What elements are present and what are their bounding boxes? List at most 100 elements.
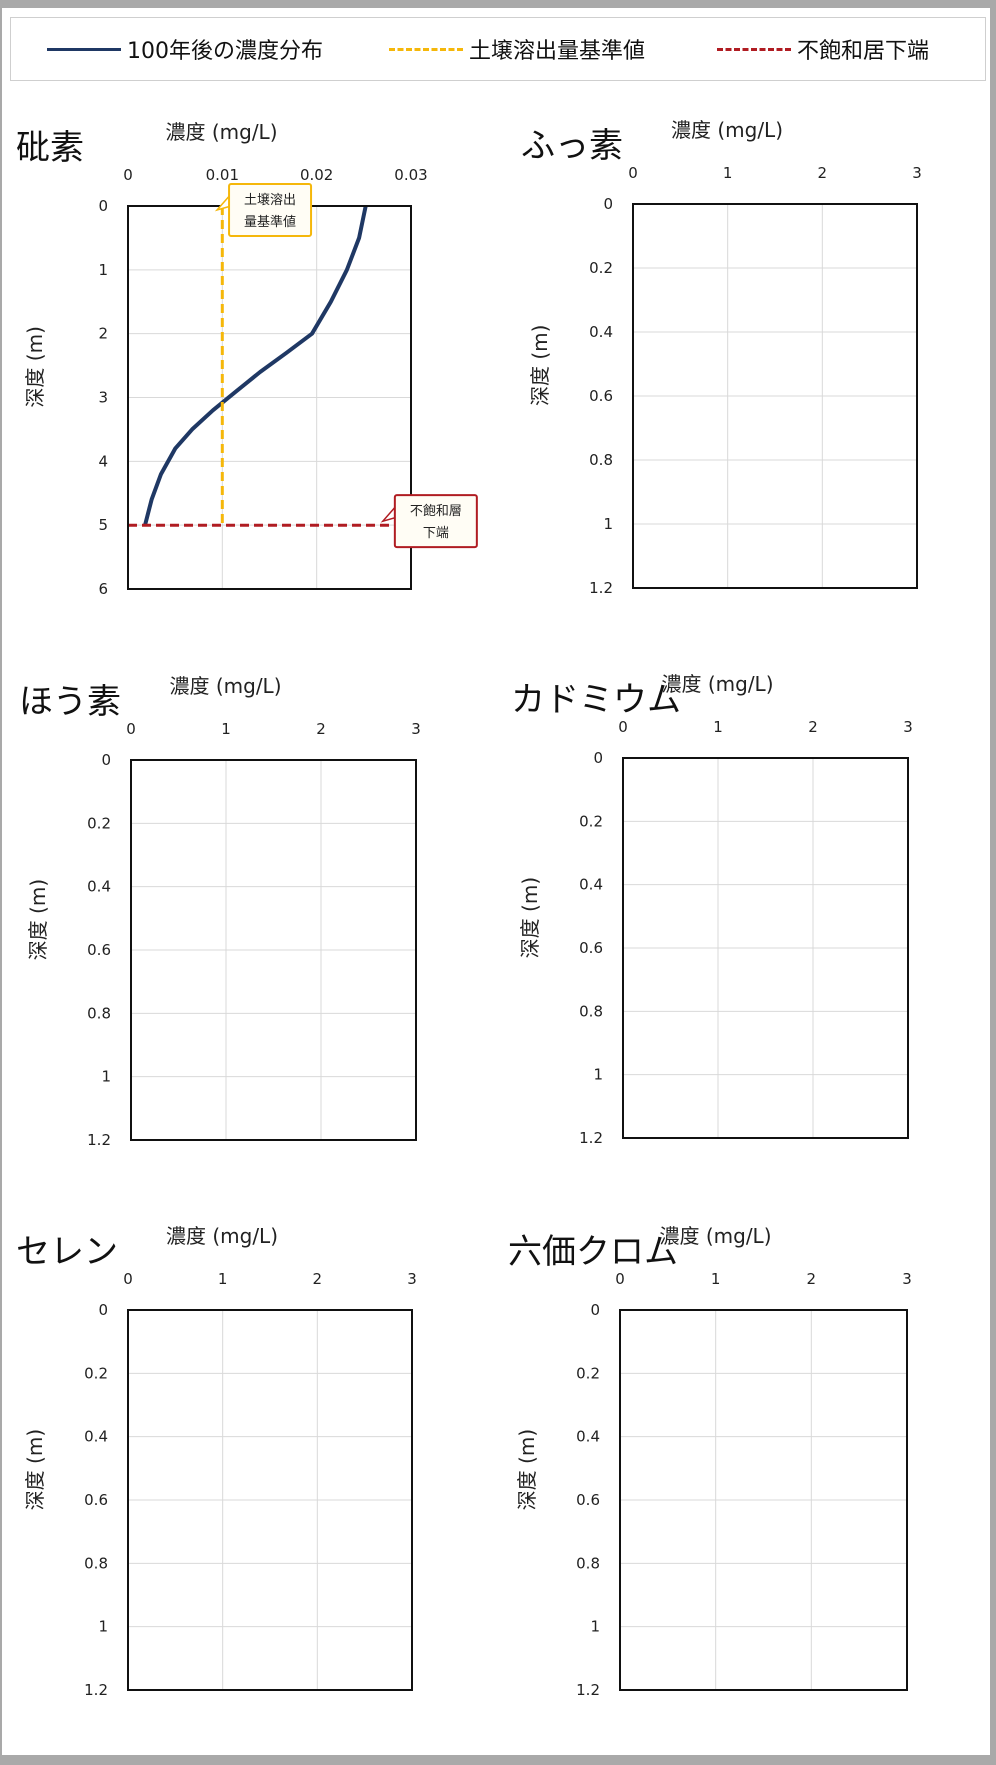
plot-area-border: [632, 203, 918, 589]
legend-label: 100年後の濃度分布: [127, 39, 323, 64]
chart-title: ほう素: [19, 682, 121, 722]
x-tick-label: 2: [313, 1270, 323, 1288]
y-tick-label: 3: [98, 389, 108, 407]
y-tick-label: 0.4: [84, 1428, 108, 1446]
plot-area-border: [619, 1309, 908, 1691]
legend-swatch-dashed: [389, 47, 463, 51]
y-tick-label: 0.6: [87, 941, 111, 959]
y-tick-label: 0.8: [84, 1554, 108, 1572]
y-tick-label: 0: [603, 195, 613, 213]
y-tick-label: 1: [98, 261, 108, 279]
legend-item-unsaturated: 不飽和居下端: [717, 34, 929, 64]
x-axis-label: 濃度 (mg/L): [671, 118, 783, 142]
callout-box: [393, 494, 478, 549]
legend-item-standard: 土壌溶出量基準値: [389, 34, 645, 64]
x-tick-label: 0: [126, 720, 136, 738]
x-axis-label: 濃度 (mg/L): [169, 674, 281, 698]
chart-title: ふっ素: [521, 126, 623, 166]
chart-title: セレン: [16, 1232, 118, 1272]
x-axis-label: 濃度 (mg/L): [661, 672, 773, 696]
plot-area-border: [127, 1309, 413, 1691]
chart-sheet: [2, 8, 990, 1755]
y-tick-label: 0.8: [579, 1002, 603, 1020]
x-tick-label: 0: [123, 1270, 133, 1288]
x-axis-label: 濃度 (mg/L): [659, 1224, 771, 1248]
y-axis-label: 深度 (m): [515, 1429, 539, 1510]
y-axis-label: 深度 (m): [518, 877, 542, 958]
x-tick-label: 3: [903, 718, 913, 736]
y-axis-label: 深度 (m): [26, 879, 50, 960]
y-tick-label: 4: [98, 452, 108, 470]
chart-3: ほう素 濃度 (mg/L) 深度 (m) 0 1 2 3 0 0.2 0.4 0.6 0.8 1 1.2: [19, 674, 421, 1149]
x-tick-label: 2: [808, 718, 818, 736]
y-tick-label: 0: [98, 197, 108, 215]
x-tick-label: 0: [618, 718, 628, 736]
y-tick-label: 0.4: [87, 878, 111, 896]
legend: 100年後の濃度分布 土壌溶出量基準値 不飽和居下端: [10, 17, 986, 81]
x-tick-label: 2: [316, 720, 326, 738]
y-tick-label: 1: [98, 1618, 108, 1636]
y-tick-label: 0.6: [589, 387, 613, 405]
y-tick-label: 1: [603, 515, 613, 533]
x-tick-label: 1: [218, 1270, 228, 1288]
x-tick-label: 0: [123, 166, 133, 184]
legend-label: 不飽和居下端: [797, 39, 930, 64]
x-tick-label: 1: [723, 164, 733, 182]
y-tick-label: 5: [98, 516, 108, 534]
y-tick-label: 0.4: [589, 323, 613, 341]
y-tick-label: 1: [590, 1618, 600, 1636]
y-tick-label: 0.6: [84, 1491, 108, 1509]
y-tick-label: 0.2: [579, 812, 603, 830]
y-tick-label: 0.2: [589, 259, 613, 277]
callout-text: 量基準値: [244, 214, 296, 230]
y-tick-label: 1.2: [576, 1681, 600, 1699]
chart-5: セレン 濃度 (mg/L) 深度 (m) 0 1 2 3 0 0.2 0.4 0.6 0.8 1 1.2: [16, 1224, 417, 1699]
y-tick-label: 0.8: [87, 1004, 111, 1022]
y-tick-label: 0.8: [589, 451, 613, 469]
x-tick-label: 1: [711, 1270, 721, 1288]
x-tick-label: 3: [912, 164, 922, 182]
plot-area-border: [130, 759, 417, 1141]
x-tick-label: 2: [818, 164, 828, 182]
y-tick-label: 1: [101, 1068, 111, 1086]
y-tick-label: 1.2: [589, 579, 613, 597]
callout-box: [228, 183, 313, 237]
y-axis-label: 深度 (m): [528, 325, 552, 406]
callout-text: 土壌溶出: [244, 193, 296, 208]
y-tick-label: 1.2: [579, 1129, 603, 1147]
x-tick-label: 3: [411, 720, 421, 738]
y-tick-label: 0: [590, 1301, 600, 1319]
x-tick-label: 1: [221, 720, 231, 738]
x-tick-label: 0.03: [394, 166, 427, 184]
x-tick-label: 1: [713, 718, 723, 736]
series-line-1: [143, 205, 368, 526]
y-tick-label: 0.4: [579, 876, 603, 894]
x-tick-label: 2: [807, 1270, 817, 1288]
y-tick-label: 0.6: [576, 1491, 600, 1509]
chart-title: 六価クロム: [508, 1232, 678, 1272]
callout-text: 下端: [423, 526, 449, 541]
y-tick-label: 0.2: [87, 814, 111, 832]
chart-2: ふっ素 濃度 (mg/L) 深度 (m) 0 1 2 3 0 0.2 0.4 0.6 0.8 1 1.2: [521, 118, 922, 597]
x-axis-label: 濃度 (mg/L): [166, 1224, 278, 1248]
legend-label: 土壌溶出量基準値: [469, 39, 646, 64]
y-tick-label: 0: [98, 1301, 108, 1319]
legend-swatch-solid: [47, 47, 121, 51]
y-tick-label: 0.8: [576, 1554, 600, 1572]
callout-text: 不飽和層: [410, 504, 462, 519]
y-tick-label: 0.4: [576, 1428, 600, 1446]
x-tick-label: 0.02: [300, 166, 333, 184]
x-tick-label: 0: [615, 1270, 625, 1288]
legend-swatch-dashed: [717, 47, 791, 51]
chart-1: 砒素 濃度 (mg/L) 深度 (m) 0 0.01 0.02 0.03 0 1 2 3 4 5 6 土壌溶…: [16, 120, 478, 598]
y-tick-label: 0: [593, 749, 603, 767]
y-tick-label: 1: [593, 1066, 603, 1084]
y-tick-label: 1.2: [84, 1681, 108, 1699]
x-axis-label: 濃度 (mg/L): [165, 120, 277, 144]
x-tick-label: 0.01: [206, 166, 239, 184]
legend-item-concentration: 100年後の濃度分布: [47, 34, 323, 64]
y-tick-label: 0.2: [84, 1364, 108, 1382]
y-tick-label: 0.6: [579, 939, 603, 957]
